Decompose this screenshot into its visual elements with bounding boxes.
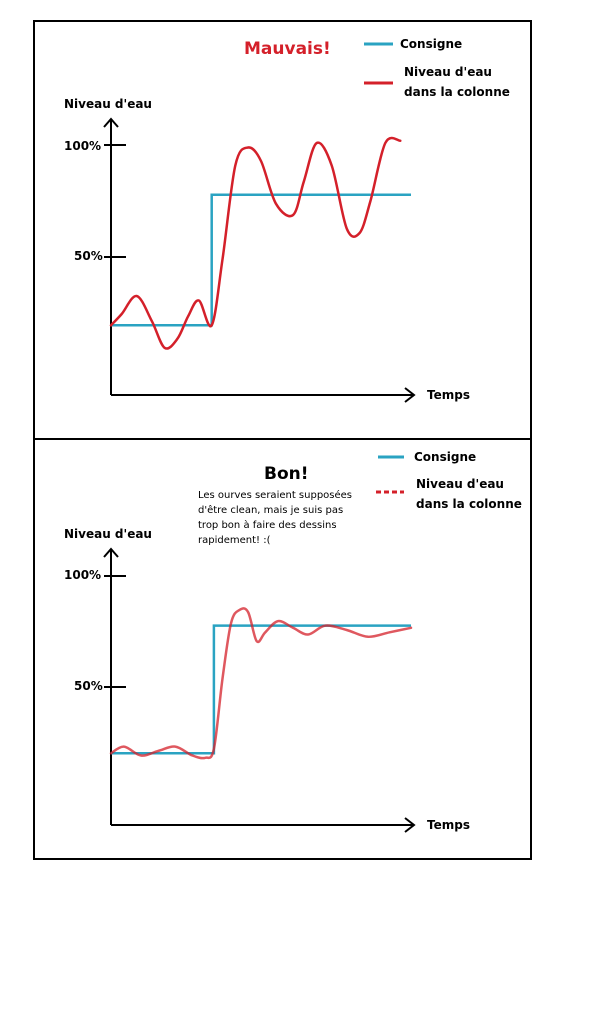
axes-bad	[103, 117, 416, 403]
y-axis-label-good: Niveau d'eau	[64, 527, 152, 541]
series-group-good	[109, 607, 413, 760]
panel-bad-frame	[33, 20, 532, 440]
y-tick-50-good: 50%	[74, 679, 103, 693]
note-line-4: rapidement! :(	[198, 535, 271, 546]
y-axis-arrow-bad	[103, 117, 119, 128]
x-axis-label-bad: Temps	[427, 388, 470, 402]
chart-title-bad: Mauvais!	[244, 39, 331, 59]
x-axis-label-good: Temps	[427, 818, 470, 832]
series-level-curve-bad	[109, 136, 402, 350]
legend-setpoint-label-good: Consigne	[414, 450, 476, 464]
legend-level-label-good-2: dans la colonne	[416, 497, 522, 511]
x-axis-arrow-good	[404, 817, 416, 833]
chart-title-good: Bon!	[264, 464, 309, 484]
note-line-2: d'être clean, mais je suis pas	[198, 504, 343, 516]
series-setpoint-line-bad	[111, 193, 411, 327]
y-axis-arrow-good	[103, 547, 119, 558]
series-level-curve-good	[109, 607, 413, 760]
legend-level-label-bad-2: dans la colonne	[404, 85, 510, 99]
legend-level-label-bad-1: Niveau d'eau	[404, 65, 492, 79]
note-line-3: trop bon à faire des dessins	[198, 519, 337, 531]
x-axis-arrow-bad	[404, 387, 416, 403]
y-tick-50-bad: 50%	[74, 249, 103, 263]
y-tick-100-bad: 100%	[64, 139, 101, 153]
series-setpoint-line-good	[111, 624, 411, 755]
series-group-bad	[109, 136, 411, 350]
y-axis-label-bad: Niveau d'eau	[64, 97, 152, 111]
note-line-1: Les ourves seraient supposées	[198, 489, 352, 501]
panel-good-frame	[33, 438, 532, 860]
legend-level-label-good-1: Niveau d'eau	[416, 477, 504, 491]
y-tick-100-good: 100%	[64, 568, 101, 582]
legend-setpoint-label-bad: Consigne	[400, 37, 462, 51]
axes-good	[103, 547, 416, 833]
